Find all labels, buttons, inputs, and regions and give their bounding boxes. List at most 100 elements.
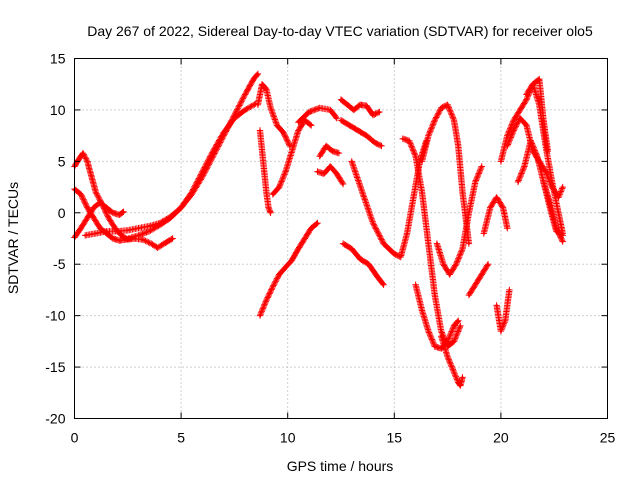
data-point [408,139,411,142]
data-point [454,263,458,266]
data-point [111,211,115,214]
data-point [263,170,266,173]
data-point [269,106,272,110]
data-point [433,345,436,348]
y-tick-label: 10 [50,102,66,118]
data-point [120,234,123,237]
series-arc-14 [339,240,387,288]
data-point [544,170,547,173]
data-point [435,242,439,245]
data-point [499,329,503,333]
data-point [373,141,377,144]
data-point [282,131,285,134]
data-point [440,335,443,338]
series-arc-10 [314,163,347,188]
data-point [561,185,564,189]
data-point [79,193,83,196]
data-point [318,155,321,158]
data-point [133,237,136,240]
data-point [339,98,343,101]
data-point [222,131,225,134]
data-point [504,319,507,322]
data-point [350,160,353,163]
data-point [501,206,505,209]
data-point [137,234,140,237]
data-point [457,319,460,322]
data-point [382,242,385,245]
data-point [111,237,115,240]
data-point [531,83,535,86]
axis-ticks [74,58,608,419]
chart-title: Day 267 of 2022, Sidereal Day-to-day VTE… [87,23,593,39]
data-point [271,193,274,196]
data-point [405,232,409,235]
data-point [94,191,98,194]
series-arc-9 [316,142,343,160]
data-point [297,129,300,132]
data-point [474,283,477,286]
data-point [158,221,161,225]
data-point [433,119,436,122]
y-tick-label: -20 [45,411,65,427]
series-arc-7 [269,117,315,198]
data-point [452,324,456,328]
data-point [105,206,108,209]
data-point [269,211,272,214]
series-arc-6 [256,127,274,216]
data-point [420,191,424,194]
data-point [542,180,545,184]
data-point [86,160,89,163]
data-point [297,247,300,250]
data-point [544,144,547,148]
data-point [529,139,532,142]
data-point [147,225,151,228]
data-point [499,160,503,163]
y-axis-title: SDTVAR / TECUs [5,182,21,294]
data-point [278,273,281,276]
data-point [190,191,193,194]
data-point [525,93,528,96]
data-point [446,103,449,107]
data-point [243,93,247,96]
data-point [467,211,471,214]
y-tick-label: -15 [45,359,65,375]
data-point [201,170,204,173]
data-point [446,340,449,343]
x-tick-label: 15 [387,430,403,446]
data-point [171,237,174,240]
data-point [90,175,93,178]
series-arc-20 [438,333,466,389]
data-point [105,230,108,233]
data-point [461,247,464,250]
data-point [461,191,464,194]
data-point [350,247,353,250]
data-point [452,371,456,374]
data-point [335,172,338,175]
data-point [427,242,430,245]
data-point [115,230,119,233]
data-point [561,240,564,243]
data-point [512,119,515,122]
series-arc-23 [493,286,513,335]
data-point [265,191,268,194]
data-point [318,106,321,110]
data-point [335,117,338,120]
data-point [538,77,541,81]
data-point [489,206,492,209]
data-point [77,158,81,161]
data-point [506,134,509,137]
data-point [433,293,436,297]
data-point [516,180,520,184]
data-point [495,304,498,307]
series-arc-22 [480,194,511,237]
data-point [118,239,121,242]
data-point [420,160,424,163]
data-point [322,172,326,175]
plot-frame [74,58,608,419]
data-point [525,98,528,101]
data-point [307,110,311,114]
data-point [525,124,528,127]
data-point [371,221,375,225]
data-point [290,149,294,153]
data-point [550,180,554,184]
